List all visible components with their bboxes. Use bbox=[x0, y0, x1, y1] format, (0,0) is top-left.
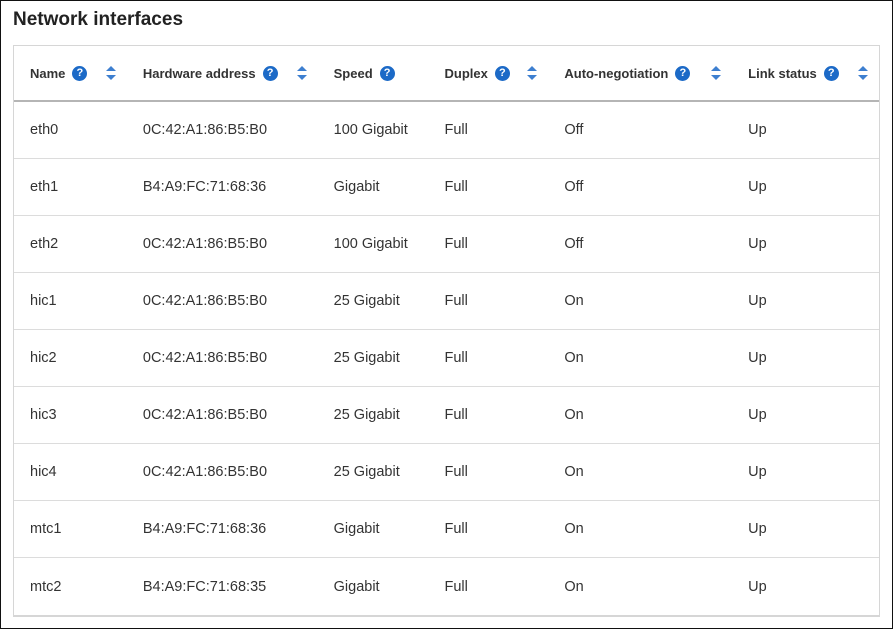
table-row: hic1 0C:42:A1:86:B5:B0 25 Gigabit Full On Up bbox=[14, 273, 879, 330]
cell-speed: 25 Gigabit bbox=[333, 293, 400, 309]
cell-speed: Gigabit bbox=[333, 179, 380, 195]
cell-hardware-address: 0C:42:A1:86:B5:B0 bbox=[142, 122, 268, 138]
cell-speed: Gigabit bbox=[333, 521, 380, 537]
cell-name: hic4 bbox=[30, 464, 57, 480]
cell-name: eth0 bbox=[30, 122, 59, 138]
table-row: mtc1 B4:A9:FC:71:68:36 Gigabit Full On Up bbox=[14, 501, 879, 558]
sort-icon[interactable] bbox=[105, 66, 117, 80]
cell-hardware-address: 0C:42:A1:86:B5:B0 bbox=[142, 350, 268, 366]
cell-auto-negotiation: Off bbox=[564, 179, 584, 195]
cell-speed: 100 Gigabit bbox=[333, 122, 408, 138]
cell-auto-negotiation: On bbox=[564, 293, 584, 309]
sort-icon[interactable] bbox=[857, 66, 869, 80]
help-icon[interactable]: ? bbox=[262, 65, 278, 81]
column-label: Name bbox=[30, 65, 66, 81]
cell-speed: 25 Gigabit bbox=[333, 464, 400, 480]
table-row: mtc2 B4:A9:FC:71:68:35 Gigabit Full On Up bbox=[14, 558, 879, 615]
column-header-hardware-address[interactable]: Hardware address? bbox=[127, 46, 318, 100]
cell-hardware-address: B4:A9:FC:71:68:36 bbox=[142, 521, 267, 537]
cell-hardware-address: B4:A9:FC:71:68:35 bbox=[142, 578, 267, 595]
cell-hardware-address: 0C:42:A1:86:B5:B0 bbox=[142, 293, 268, 309]
cell-link-status: Up bbox=[748, 350, 767, 366]
table-row: hic3 0C:42:A1:86:B5:B0 25 Gigabit Full On Up bbox=[14, 387, 879, 444]
column-label: Hardware address bbox=[142, 65, 256, 81]
cell-name: hic2 bbox=[30, 350, 57, 366]
cell-auto-negotiation: Off bbox=[564, 122, 584, 138]
help-icon[interactable]: ? bbox=[379, 65, 395, 81]
cell-hardware-address: 0C:42:A1:86:B5:B0 bbox=[142, 464, 268, 480]
cell-link-status: Up bbox=[748, 407, 767, 423]
column-header-name[interactable]: Name? bbox=[14, 46, 127, 100]
cell-auto-negotiation: On bbox=[564, 464, 584, 480]
cell-duplex: Full bbox=[444, 179, 468, 195]
cell-link-status: Up bbox=[748, 179, 767, 195]
table-header: Name? Hardware address? Speed? Duplex? Auto-… bbox=[14, 46, 879, 102]
cell-auto-negotiation: On bbox=[564, 350, 584, 366]
column-header-auto-negotiation[interactable]: Auto-negotiation? bbox=[548, 46, 732, 100]
cell-auto-negotiation: On bbox=[564, 578, 584, 595]
cell-hardware-address: 0C:42:A1:86:B5:B0 bbox=[142, 236, 268, 252]
cell-name: hic3 bbox=[30, 407, 57, 423]
cell-name: mtc2 bbox=[30, 578, 62, 595]
cell-link-status: Up bbox=[748, 122, 767, 138]
cell-speed: 25 Gigabit bbox=[333, 350, 400, 366]
column-label: Auto-negotiation bbox=[564, 65, 669, 81]
cell-name: eth2 bbox=[30, 236, 59, 252]
cell-name: hic1 bbox=[30, 293, 57, 309]
cell-link-status: Up bbox=[748, 521, 767, 537]
table-row: hic4 0C:42:A1:86:B5:B0 25 Gigabit Full On Up bbox=[14, 444, 879, 501]
cell-duplex: Full bbox=[444, 407, 468, 423]
cell-speed: 100 Gigabit bbox=[333, 236, 408, 252]
cell-duplex: Full bbox=[444, 122, 468, 138]
help-icon[interactable]: ? bbox=[823, 65, 839, 81]
cell-link-status: Up bbox=[748, 293, 767, 309]
cell-hardware-address: B4:A9:FC:71:68:36 bbox=[142, 179, 267, 195]
cell-link-status: Up bbox=[748, 236, 767, 252]
cell-duplex: Full bbox=[444, 464, 468, 480]
cell-auto-negotiation: Off bbox=[564, 236, 584, 252]
help-icon[interactable]: ? bbox=[72, 65, 88, 81]
sort-icon[interactable] bbox=[711, 66, 722, 80]
table-body: eth0 0C:42:A1:86:B5:B0 100 Gigabit Full Off U… bbox=[14, 102, 879, 615]
cell-link-status: Up bbox=[748, 464, 767, 480]
cell-duplex: Full bbox=[444, 236, 468, 252]
cell-auto-negotiation: On bbox=[564, 521, 584, 537]
cell-name: eth1 bbox=[30, 179, 59, 195]
cell-link-status: Up bbox=[748, 578, 767, 595]
network-interfaces-table: Name? Hardware address? Speed? Duplex? Auto-… bbox=[13, 45, 880, 617]
table-row: eth0 0C:42:A1:86:B5:B0 100 Gigabit Full Off U… bbox=[14, 102, 879, 159]
cell-auto-negotiation: On bbox=[564, 407, 584, 423]
cell-duplex: Full bbox=[444, 350, 468, 366]
cell-duplex: Full bbox=[444, 521, 468, 537]
table-row: hic2 0C:42:A1:86:B5:B0 25 Gigabit Full On Up bbox=[14, 330, 879, 387]
sort-icon[interactable] bbox=[527, 66, 538, 80]
column-label: Speed bbox=[333, 65, 373, 81]
column-header-link-status[interactable]: Link status? bbox=[732, 46, 879, 100]
cell-speed: 25 Gigabit bbox=[333, 407, 400, 423]
page-title: Network interfaces bbox=[13, 9, 184, 30]
cell-duplex: Full bbox=[444, 578, 468, 595]
cell-hardware-address: 0C:42:A1:86:B5:B0 bbox=[142, 407, 268, 423]
cell-duplex: Full bbox=[444, 293, 468, 309]
cell-speed: Gigabit bbox=[333, 578, 380, 595]
help-icon[interactable]: ? bbox=[675, 65, 691, 81]
column-label: Link status bbox=[748, 65, 817, 81]
cell-name: mtc1 bbox=[30, 521, 62, 537]
table-row: eth1 B4:A9:FC:71:68:36 Gigabit Full Off Up bbox=[14, 159, 879, 216]
help-icon[interactable]: ? bbox=[494, 65, 510, 81]
table-row: eth2 0C:42:A1:86:B5:B0 100 Gigabit Full Off U… bbox=[14, 216, 879, 273]
column-header-speed: Speed? bbox=[318, 46, 429, 100]
sort-icon[interactable] bbox=[296, 66, 308, 80]
column-header-duplex[interactable]: Duplex? bbox=[429, 46, 549, 100]
column-label: Duplex bbox=[444, 65, 488, 81]
